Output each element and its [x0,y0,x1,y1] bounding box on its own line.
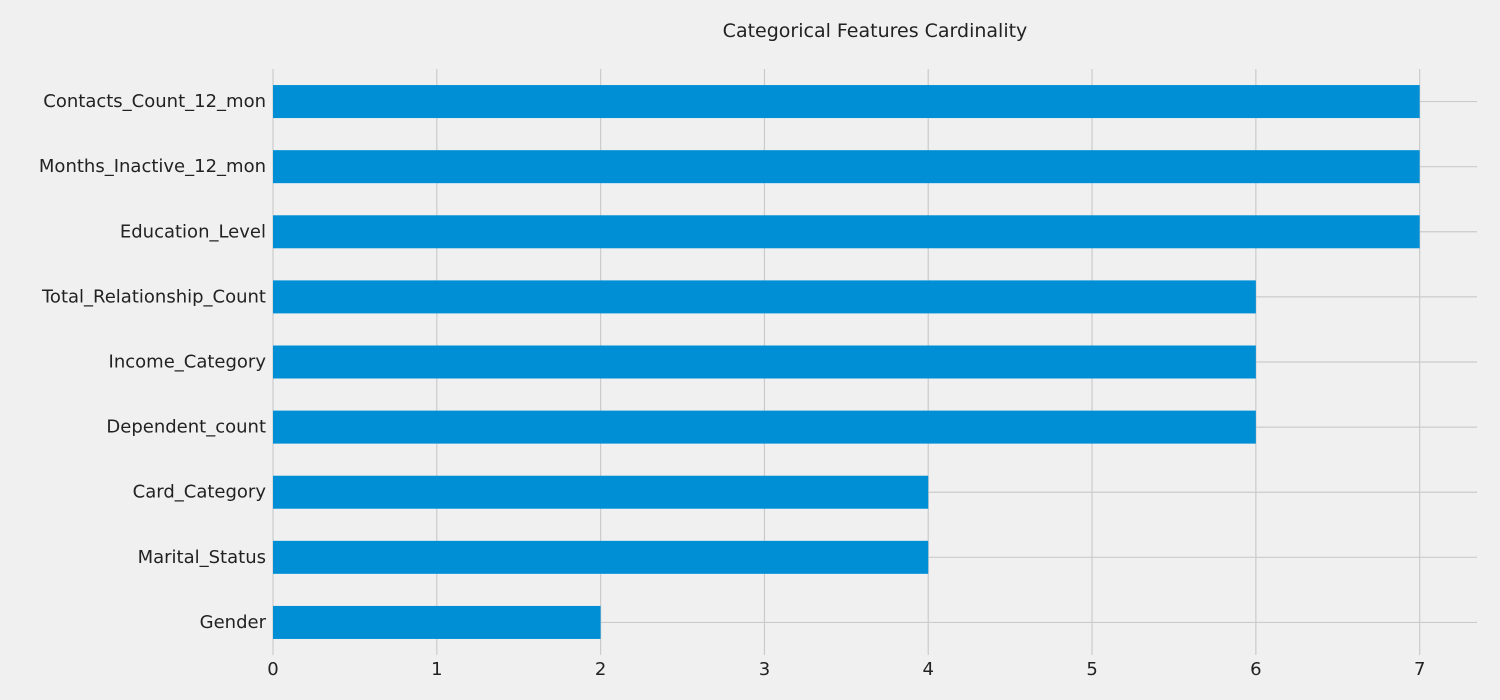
x-tick-label: 7 [1414,659,1425,680]
x-tick-label: 2 [595,659,606,680]
chart-title: Categorical Features Cardinality [723,20,1028,42]
y-tick-label: Marital_Status [138,547,266,568]
y-tick-labels: Gender Marital_Status Card_Category Depende… [39,91,267,633]
bar-months-inactive-12-mon [273,150,1420,184]
x-tick-label: 3 [759,659,770,680]
bar-total-relationship-count [273,280,1256,314]
y-tick-label: Contacts_Count_12_mon [43,91,266,112]
x-tick-label: 1 [431,659,442,680]
y-tick-label: Education_Level [120,221,266,242]
y-tick-label: Income_Category [109,352,267,373]
bar-dependent-count [273,410,1256,444]
bar-marital-status [273,540,929,574]
x-tick-labels: 0 1 2 3 4 5 6 7 [267,659,1425,680]
y-tick-label: Card_Category [133,482,267,503]
bars [273,85,1420,639]
y-tick-label: Months_Inactive_12_mon [39,156,266,177]
x-tick-label: 5 [1086,659,1097,680]
x-tick-label: 0 [267,659,278,680]
bar-contacts-count-12-mon [273,85,1420,119]
bar-education-level [273,215,1420,249]
x-tick-label: 6 [1250,659,1261,680]
y-tick-label: Gender [200,612,267,633]
x-tick-label: 4 [923,659,934,680]
bar-card-category [273,475,929,509]
bar-income-category [273,345,1256,379]
bar-gender [273,605,601,639]
y-tick-label: Dependent_count [106,417,266,438]
y-tick-label: Total_Relationship_Count [41,286,266,307]
